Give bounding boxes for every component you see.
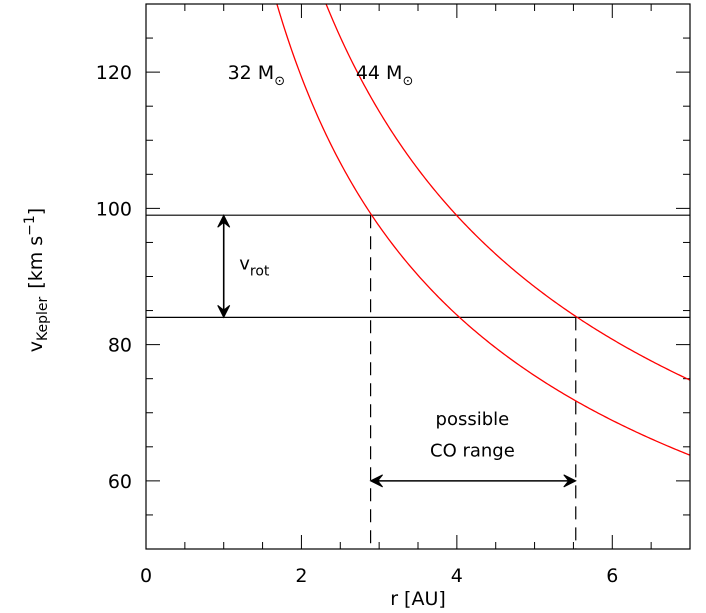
svg-text:vKepler[km s−1]: vKepler [km s−1]	[22, 208, 51, 352]
y-axis-label-base: v	[25, 341, 47, 352]
y-tick-label: 120	[96, 62, 132, 84]
y-tick-label: 100	[96, 198, 132, 220]
x-tick-label: 4	[451, 565, 463, 587]
plot-frame	[145, 3, 691, 550]
co-range-label-line1: possible	[436, 409, 510, 430]
reference-lines	[146, 214, 690, 549]
y-axis-label: vKepler [km s−1]	[22, 208, 51, 352]
series-mass-label: 44 M⊙	[356, 62, 414, 89]
arrow-head	[217, 214, 231, 228]
annotations: vrot possible CO range 32 M⊙ 44 M⊙	[217, 62, 577, 488]
x-axis-label: r [AU]	[390, 588, 446, 610]
kepler-curve	[325, 4, 690, 381]
curves	[276, 4, 690, 456]
arrow-head	[217, 304, 231, 319]
v-rot-label: vrot	[239, 254, 270, 280]
co-range-label-line2: CO range	[430, 440, 515, 461]
y-axis-label-close: ]	[25, 208, 47, 215]
y-tick-label: 80	[108, 335, 132, 357]
x-tick-label: 2	[295, 565, 307, 587]
y-axis-label-unit: [km s	[25, 236, 47, 289]
arrow-head	[563, 474, 577, 488]
x-tick-label: 0	[140, 565, 152, 587]
y-axis-label-unit-sup: −1	[22, 215, 38, 236]
series-mass-label: 32 M⊙	[228, 62, 286, 89]
arrow-head	[369, 474, 383, 488]
y-axis-label-sub: Kepler	[35, 296, 51, 340]
x-tick-label: 6	[606, 565, 618, 587]
y-tick-label: 60	[108, 471, 132, 493]
tick-labels: 0 2 4 6 60 80 100 120	[96, 62, 619, 587]
axis-ticks	[145, 3, 691, 550]
kepler-curve	[276, 4, 690, 456]
